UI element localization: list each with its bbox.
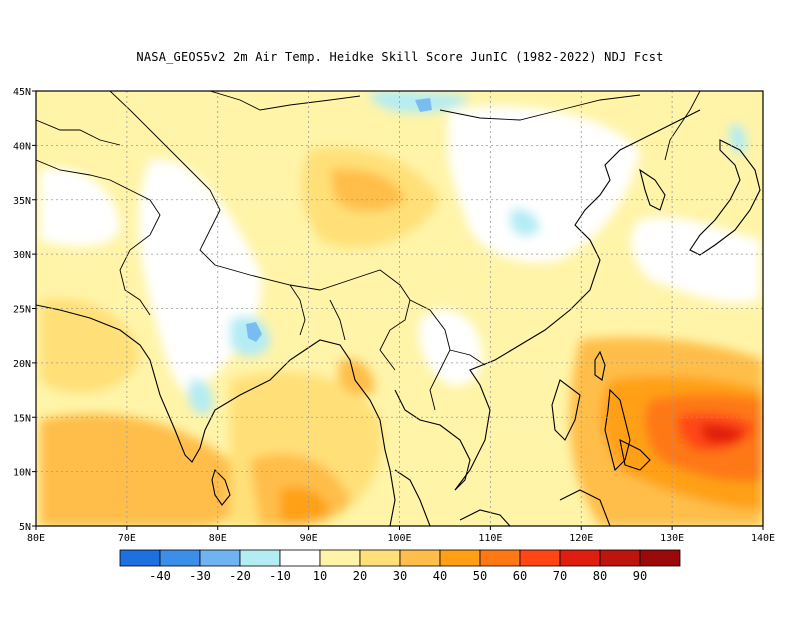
lon-tick-label: 80E <box>209 533 227 544</box>
graticule <box>36 91 763 526</box>
lon-tick-label: 80E <box>27 533 45 544</box>
colorbar-swatch <box>199 549 241 567</box>
lat-tick-label: 25N <box>13 305 31 316</box>
colorbar-label: -20 <box>229 569 251 583</box>
colorbar-label: 30 <box>393 569 407 583</box>
colorbar <box>119 549 681 567</box>
colorbar-swatch <box>479 549 521 567</box>
colorbar-label: 20 <box>353 569 367 583</box>
lat-tick-label: 45N <box>13 87 31 98</box>
colorbar-labels: -40 -30 -20 -10 10 20 30 40 50 60 70 80 90 <box>149 569 647 583</box>
colorbar-swatch <box>319 549 361 567</box>
colorbar-swatch <box>639 549 681 567</box>
lon-tick-label: 120E <box>569 533 593 544</box>
lon-tick-label: 130E <box>660 533 684 544</box>
colorbar-label: 50 <box>473 569 487 583</box>
lat-tick-label: 5N <box>19 522 31 533</box>
colorbar-swatch <box>439 549 481 567</box>
map-title: NASA_GEOS5v2 2m Air Temp. Heidke Skill S… <box>136 50 664 64</box>
colorbar-swatch <box>559 549 601 567</box>
coastlines <box>36 109 761 526</box>
latitude-labels: 45N 40N 35N 30N 25N 20N 15N 10N 5N <box>13 87 36 533</box>
colorbar-swatch <box>159 549 201 567</box>
colorbar-label: -40 <box>149 569 171 583</box>
colorbar-label: 70 <box>553 569 567 583</box>
colorbar-label: 90 <box>633 569 647 583</box>
colorbar-swatch <box>359 549 401 567</box>
lon-tick-label: 110E <box>478 533 502 544</box>
lon-tick-label: 90E <box>300 533 318 544</box>
colorbar-label: 10 <box>313 569 327 583</box>
colorbar-label: -10 <box>269 569 291 583</box>
lon-tick-label: 70E <box>118 533 136 544</box>
lat-tick-label: 10N <box>13 468 31 479</box>
colorbar-label: 60 <box>513 569 527 583</box>
longitude-labels: 80E 70E 80E 90E 100E 110E 120E 130E 140E <box>27 526 775 544</box>
colorbar-label: 80 <box>593 569 607 583</box>
colorbar-swatch <box>119 549 161 567</box>
country-borders <box>36 91 701 411</box>
colorbar-label: -30 <box>189 569 211 583</box>
colorbar-swatch <box>239 549 281 567</box>
colorbar-swatch <box>279 549 321 567</box>
lon-tick-label: 140E <box>751 533 775 544</box>
lat-tick-label: 30N <box>13 250 31 261</box>
lat-tick-label: 15N <box>13 413 31 424</box>
colorbar-swatch <box>399 549 441 567</box>
colorbar-swatch <box>599 549 641 567</box>
lat-tick-label: 35N <box>13 196 31 207</box>
lat-tick-label: 20N <box>13 359 31 370</box>
colorbar-swatch <box>519 549 561 567</box>
colorbar-label: 40 <box>433 569 447 583</box>
lon-tick-label: 100E <box>387 533 411 544</box>
lat-tick-label: 40N <box>13 141 31 152</box>
